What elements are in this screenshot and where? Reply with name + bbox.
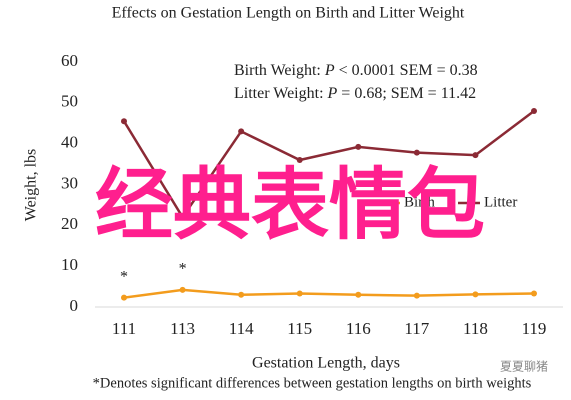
x-tick-label: 115 xyxy=(287,319,312,338)
data-point xyxy=(121,118,127,125)
y-tick-label: 0 xyxy=(70,296,79,315)
data-point xyxy=(179,286,186,293)
x-tick-label: 111 xyxy=(112,319,136,338)
y-tick-label: 30 xyxy=(61,173,78,192)
annotation-part: Litter Weight: xyxy=(234,85,328,102)
data-point xyxy=(472,152,479,159)
significance-label: * xyxy=(179,261,187,278)
y-tick-label: 60 xyxy=(61,51,78,70)
legend-label: Birth xyxy=(404,194,435,210)
data-point xyxy=(238,128,245,135)
annotation-part: P xyxy=(324,62,335,79)
y-tick-label: 40 xyxy=(61,133,78,152)
series-line xyxy=(123,288,535,299)
x-tick-label: 117 xyxy=(404,319,429,338)
data-point xyxy=(531,290,537,297)
legend-label: Litter xyxy=(484,194,517,210)
data-point xyxy=(296,290,303,297)
overlay-text: 经典表情包 xyxy=(95,160,485,250)
annotation-part: Birth Weight: xyxy=(234,62,325,79)
data-point xyxy=(355,291,362,298)
y-tick-label: 10 xyxy=(61,255,78,274)
data-point xyxy=(121,294,127,301)
annotation-part: = 0.68; SEM = 11.42 xyxy=(337,85,476,102)
data-point xyxy=(179,214,186,221)
footnote: *Denotes significant differences between… xyxy=(93,375,532,391)
x-tick-label: 118 xyxy=(463,319,488,338)
annotation: Litter Weight: P = 0.68; SEM = 11.42 xyxy=(234,85,476,102)
data-point xyxy=(531,108,537,114)
y-tick-label: 50 xyxy=(61,92,78,111)
annotation-part: < 0.0001 SEM = 0.38 xyxy=(335,62,478,79)
x-tick-label: 116 xyxy=(346,319,371,338)
data-point xyxy=(355,143,362,150)
significance-label: * xyxy=(120,268,128,285)
x-tick-label: 113 xyxy=(170,319,195,338)
series-line xyxy=(122,110,535,220)
x-axis-label: Gestation Length, days xyxy=(252,355,400,372)
y-axis-label: Weight, lbs xyxy=(23,149,40,221)
annotation: Birth Weight: P < 0.0001 SEM = 0.38 xyxy=(234,62,478,79)
watermark: 夏夏聊猪 xyxy=(500,360,548,374)
data-point xyxy=(413,149,420,156)
x-tick-label: 119 xyxy=(522,319,547,338)
x-tick-label: 114 xyxy=(229,319,254,338)
data-point xyxy=(413,292,420,299)
annotation-part: P xyxy=(327,85,338,102)
y-tick-label: 20 xyxy=(61,214,78,233)
chart-title: Effects on Gestation Length on Birth and… xyxy=(112,5,465,22)
data-point xyxy=(296,157,303,163)
data-point xyxy=(238,291,245,298)
data-point xyxy=(472,291,479,298)
